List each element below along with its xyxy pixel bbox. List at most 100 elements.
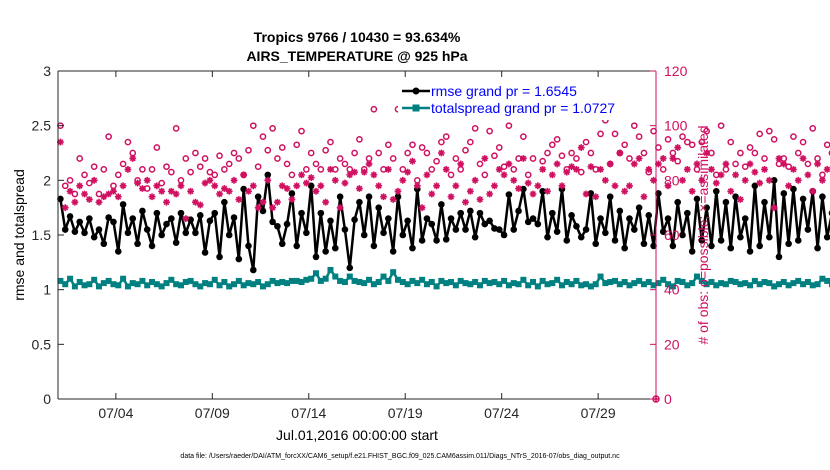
obs-assimilated-point bbox=[298, 171, 305, 179]
obs-possible-point bbox=[71, 190, 79, 198]
obs-assimilated-point bbox=[717, 171, 725, 179]
rmse-point bbox=[679, 231, 686, 239]
obs-possible-point bbox=[717, 122, 725, 130]
obs-assimilated-point bbox=[679, 176, 686, 184]
obs-assimilated-point bbox=[611, 182, 619, 190]
obs-possible-point bbox=[442, 133, 450, 140]
obs-possible-point bbox=[119, 160, 127, 168]
rmse-point bbox=[573, 222, 580, 230]
rmse-point bbox=[553, 228, 561, 236]
totalspread-point bbox=[669, 283, 676, 290]
obs-assimilated-point bbox=[134, 179, 141, 187]
obs-possible-point bbox=[476, 160, 484, 168]
rmse-point bbox=[221, 198, 228, 206]
rmse-point bbox=[688, 248, 696, 255]
obs-assimilated-point bbox=[418, 204, 426, 212]
rmse-point bbox=[153, 209, 161, 217]
obs-possible-point bbox=[105, 133, 112, 140]
obs-assimilated-point bbox=[370, 171, 378, 179]
obs-assimilated-point bbox=[235, 196, 243, 203]
obs-assimilated-point bbox=[597, 166, 604, 173]
totalspread-point bbox=[168, 276, 175, 283]
obs-possible-point bbox=[206, 168, 214, 176]
rmse-point bbox=[163, 220, 170, 228]
rmse-point bbox=[380, 229, 387, 237]
totalspread-point bbox=[375, 279, 382, 286]
rmse-point bbox=[409, 244, 416, 252]
totalspread-point bbox=[423, 281, 430, 288]
obs-assimilated-point bbox=[645, 166, 653, 173]
rmse-point bbox=[770, 177, 778, 184]
obs-assimilated-point bbox=[746, 160, 754, 168]
obs-possible-point bbox=[688, 141, 696, 149]
rmse-point bbox=[635, 204, 643, 211]
rmse-point bbox=[495, 226, 503, 233]
rmse-point bbox=[655, 190, 662, 197]
x-tick-label: 07/29 bbox=[581, 405, 616, 421]
totalspread-point bbox=[308, 275, 315, 282]
obs-assimilated-point bbox=[442, 166, 450, 173]
obs-possible-point bbox=[510, 166, 518, 173]
y-tick-label: 2.5 bbox=[32, 118, 52, 134]
obs-possible-point bbox=[597, 130, 604, 138]
rmse-point bbox=[336, 193, 344, 201]
obs-assimilated-point bbox=[785, 182, 793, 190]
totalspread-point bbox=[448, 279, 455, 286]
obs-assimilated-point bbox=[573, 166, 580, 173]
obs-assimilated-point bbox=[129, 155, 137, 162]
obs-assimilated-point bbox=[380, 193, 387, 201]
obs-assimilated-point bbox=[327, 166, 334, 173]
obs-possible-point bbox=[823, 141, 830, 149]
obs-possible-point bbox=[399, 166, 407, 173]
obs-possible-point bbox=[568, 149, 575, 157]
obs-possible-point bbox=[505, 122, 513, 130]
obs-assimilated-point bbox=[794, 176, 802, 184]
obs-possible-point bbox=[230, 149, 238, 157]
obs-possible-point bbox=[438, 138, 445, 146]
obs-assimilated-point bbox=[423, 171, 431, 179]
obs-assimilated-point bbox=[683, 166, 691, 173]
obs-assimilated-point bbox=[466, 187, 474, 195]
totalspread-point bbox=[370, 281, 377, 288]
obs-possible-point bbox=[76, 155, 84, 162]
totalspread-point bbox=[110, 281, 117, 288]
rmse-point bbox=[520, 185, 527, 193]
totalspread-point bbox=[563, 279, 570, 286]
obs-assimilated-point bbox=[57, 138, 64, 146]
totalspread-point bbox=[284, 280, 291, 287]
totalspread-point bbox=[351, 277, 358, 284]
obs-assimilated-point bbox=[529, 190, 537, 198]
obs-assimilated-point bbox=[626, 182, 633, 190]
totalspread-point bbox=[259, 283, 266, 290]
totalspread-point bbox=[120, 275, 127, 282]
obs-possible-point bbox=[819, 171, 826, 179]
totalspread-point bbox=[361, 280, 368, 287]
rmse-point bbox=[819, 193, 826, 201]
rmse-point bbox=[534, 220, 542, 228]
totalspread-point bbox=[322, 275, 329, 282]
totalspread-point bbox=[76, 279, 83, 286]
totalspread-point bbox=[221, 279, 228, 286]
rmse-point bbox=[346, 264, 354, 272]
totalspread-point bbox=[293, 277, 300, 284]
rmse-point bbox=[76, 218, 84, 226]
totalspread-point bbox=[149, 279, 156, 286]
x-tick-label: 07/24 bbox=[484, 405, 519, 421]
rmse-point bbox=[602, 229, 609, 237]
obs-possible-point bbox=[765, 127, 773, 135]
totalspread-point bbox=[756, 281, 763, 288]
obs-assimilated-point bbox=[95, 198, 103, 206]
obs-possible-point bbox=[433, 157, 440, 165]
obs-possible-point bbox=[674, 157, 682, 165]
obs-possible-point bbox=[245, 146, 252, 154]
obs-possible-point bbox=[524, 171, 532, 179]
y2-tick-label: 20 bbox=[664, 336, 680, 352]
obs-assimilated-point bbox=[307, 174, 315, 181]
obs-assimilated-point bbox=[110, 187, 117, 195]
obs-assimilated-point bbox=[471, 176, 479, 184]
rmse-point bbox=[129, 215, 137, 222]
totalspread-point bbox=[640, 281, 647, 288]
obs-possible-point bbox=[269, 125, 276, 132]
rmse-point bbox=[674, 198, 682, 206]
obs-assimilated-point bbox=[351, 168, 358, 176]
